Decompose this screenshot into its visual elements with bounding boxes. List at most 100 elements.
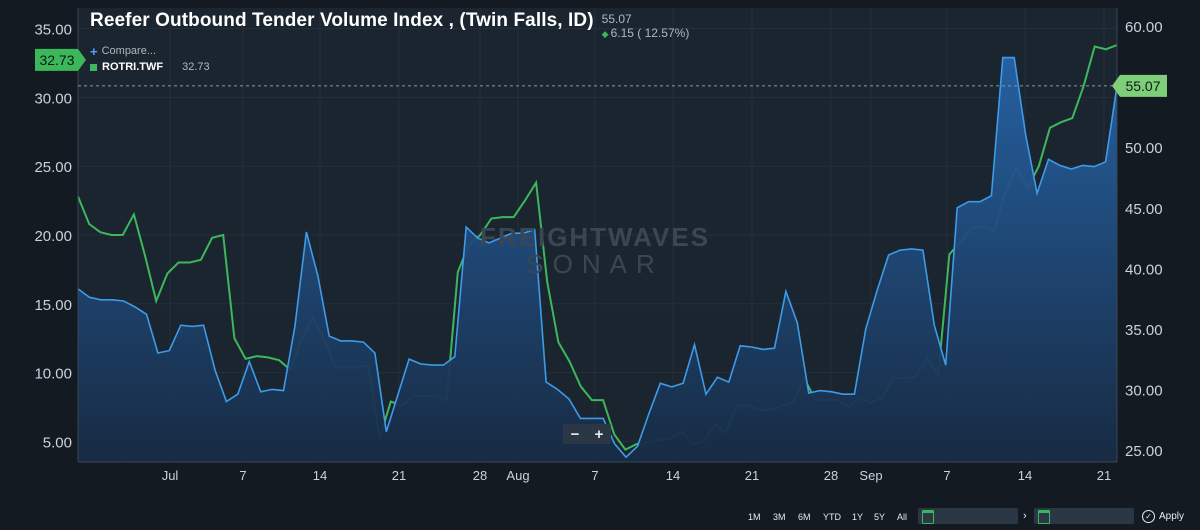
last-value: 55.07 bbox=[601, 12, 632, 26]
compare-button[interactable]: + Compare... bbox=[90, 44, 210, 59]
range-5y-button[interactable]: 5Y bbox=[874, 512, 886, 522]
data-point bbox=[546, 281, 548, 283]
data-point bbox=[397, 395, 399, 397]
data-point bbox=[180, 324, 182, 326]
data-point bbox=[854, 393, 856, 395]
chart-svg: Jul 7 14 21 28 Aug 7 14 21 28 Sep 7 14 21 5.00 10.00 15.… bbox=[34, 8, 1167, 483]
range-3m-button[interactable]: 3M bbox=[773, 512, 786, 522]
data-point bbox=[1025, 134, 1027, 136]
data-point bbox=[374, 352, 376, 354]
data-point bbox=[1082, 165, 1084, 167]
data-point bbox=[222, 234, 224, 236]
data-point bbox=[189, 262, 191, 264]
data-point bbox=[535, 182, 537, 184]
data-point bbox=[1048, 159, 1050, 161]
x-tick-label: 21 bbox=[392, 468, 406, 483]
data-point bbox=[568, 398, 570, 400]
data-point bbox=[591, 418, 593, 420]
data-point bbox=[112, 299, 114, 301]
series-swatch bbox=[90, 63, 97, 71]
data-point bbox=[500, 237, 502, 239]
data-point bbox=[1094, 46, 1096, 48]
range-ytd-button[interactable]: YTD bbox=[823, 512, 841, 522]
data-point bbox=[100, 299, 102, 301]
range-all-button[interactable]: All bbox=[897, 512, 908, 522]
data-point bbox=[625, 449, 627, 451]
data-point bbox=[968, 201, 970, 203]
change-text: 6.15 ( 12.57%) bbox=[610, 26, 690, 40]
zoom-in-button[interactable]: + bbox=[594, 425, 604, 443]
calendar-icon bbox=[922, 510, 934, 524]
data-point bbox=[200, 259, 202, 261]
data-point bbox=[169, 350, 171, 352]
data-point bbox=[420, 363, 422, 365]
data-point bbox=[682, 383, 684, 385]
data-point bbox=[390, 401, 392, 403]
data-point bbox=[477, 237, 479, 239]
data-point bbox=[602, 418, 604, 420]
right-axis-tick-label: 40.00 bbox=[1125, 261, 1163, 278]
zoom-out-button[interactable]: − bbox=[570, 425, 580, 443]
data-point bbox=[739, 345, 741, 347]
data-point bbox=[340, 340, 342, 342]
data-point bbox=[491, 218, 493, 220]
range-toolbar: 1M 3M 6M YTD 1Y 5Y All › ✓ Apply bbox=[0, 501, 1200, 530]
data-point bbox=[278, 359, 280, 361]
data-point bbox=[819, 390, 821, 392]
series-value: 32.73 bbox=[182, 61, 210, 73]
end-date-input[interactable] bbox=[1034, 508, 1134, 524]
data-point bbox=[178, 262, 180, 264]
data-point bbox=[831, 391, 833, 393]
area-fill bbox=[78, 57, 1117, 462]
data-point bbox=[249, 361, 251, 363]
left-value-tag bbox=[35, 48, 86, 71]
data-point bbox=[625, 456, 627, 458]
data-point bbox=[1038, 165, 1040, 167]
data-point bbox=[637, 446, 639, 448]
right-axis-tick-label: 25.00 bbox=[1125, 443, 1163, 460]
data-point bbox=[237, 393, 239, 395]
line-series-line bbox=[77, 44, 1118, 451]
data-point bbox=[1049, 127, 1051, 129]
data-point bbox=[214, 369, 216, 371]
left-axis-tick-label: 30.00 bbox=[34, 90, 72, 107]
calendar-icon bbox=[1038, 510, 1050, 524]
data-point bbox=[211, 237, 213, 239]
data-point bbox=[457, 271, 459, 273]
data-point bbox=[1072, 117, 1074, 119]
zoom-control: − + bbox=[563, 424, 611, 444]
data-point bbox=[454, 356, 456, 358]
data-point bbox=[226, 401, 228, 403]
legend-series-item[interactable]: ROTRI.TWF 32.73 bbox=[90, 60, 210, 74]
data-point bbox=[762, 349, 764, 351]
data-point bbox=[283, 390, 285, 392]
apply-button[interactable]: ✓ Apply bbox=[1142, 510, 1184, 523]
data-point bbox=[694, 344, 696, 346]
up-arrow-icon: ◆ bbox=[601, 29, 609, 39]
data-point bbox=[488, 242, 490, 244]
x-tick-label: 14 bbox=[666, 468, 680, 483]
data-point bbox=[636, 443, 638, 445]
data-point bbox=[558, 342, 560, 344]
x-tick-label: Sep bbox=[859, 468, 882, 483]
data-point bbox=[328, 335, 330, 337]
data-point bbox=[614, 434, 616, 436]
data-point bbox=[267, 357, 269, 359]
data-point bbox=[146, 314, 148, 316]
area-series-line bbox=[77, 56, 1118, 459]
data-point bbox=[256, 355, 258, 357]
range-6m-button[interactable]: 6M bbox=[798, 512, 811, 522]
data-point bbox=[945, 364, 947, 366]
range-1y-button[interactable]: 1Y bbox=[852, 512, 864, 522]
data-point bbox=[408, 358, 410, 360]
data-point bbox=[956, 207, 958, 209]
chart-header: Reefer Outbound Tender Volume Index , (T… bbox=[90, 10, 689, 41]
right-axis-tick-label: 60.00 bbox=[1125, 19, 1163, 36]
data-point bbox=[648, 413, 650, 415]
data-point bbox=[808, 392, 810, 394]
data-point bbox=[1036, 192, 1038, 194]
range-1m-button[interactable]: 1M bbox=[748, 512, 761, 522]
start-date-input[interactable] bbox=[918, 508, 1018, 524]
data-point bbox=[949, 254, 951, 256]
data-point bbox=[100, 231, 102, 233]
